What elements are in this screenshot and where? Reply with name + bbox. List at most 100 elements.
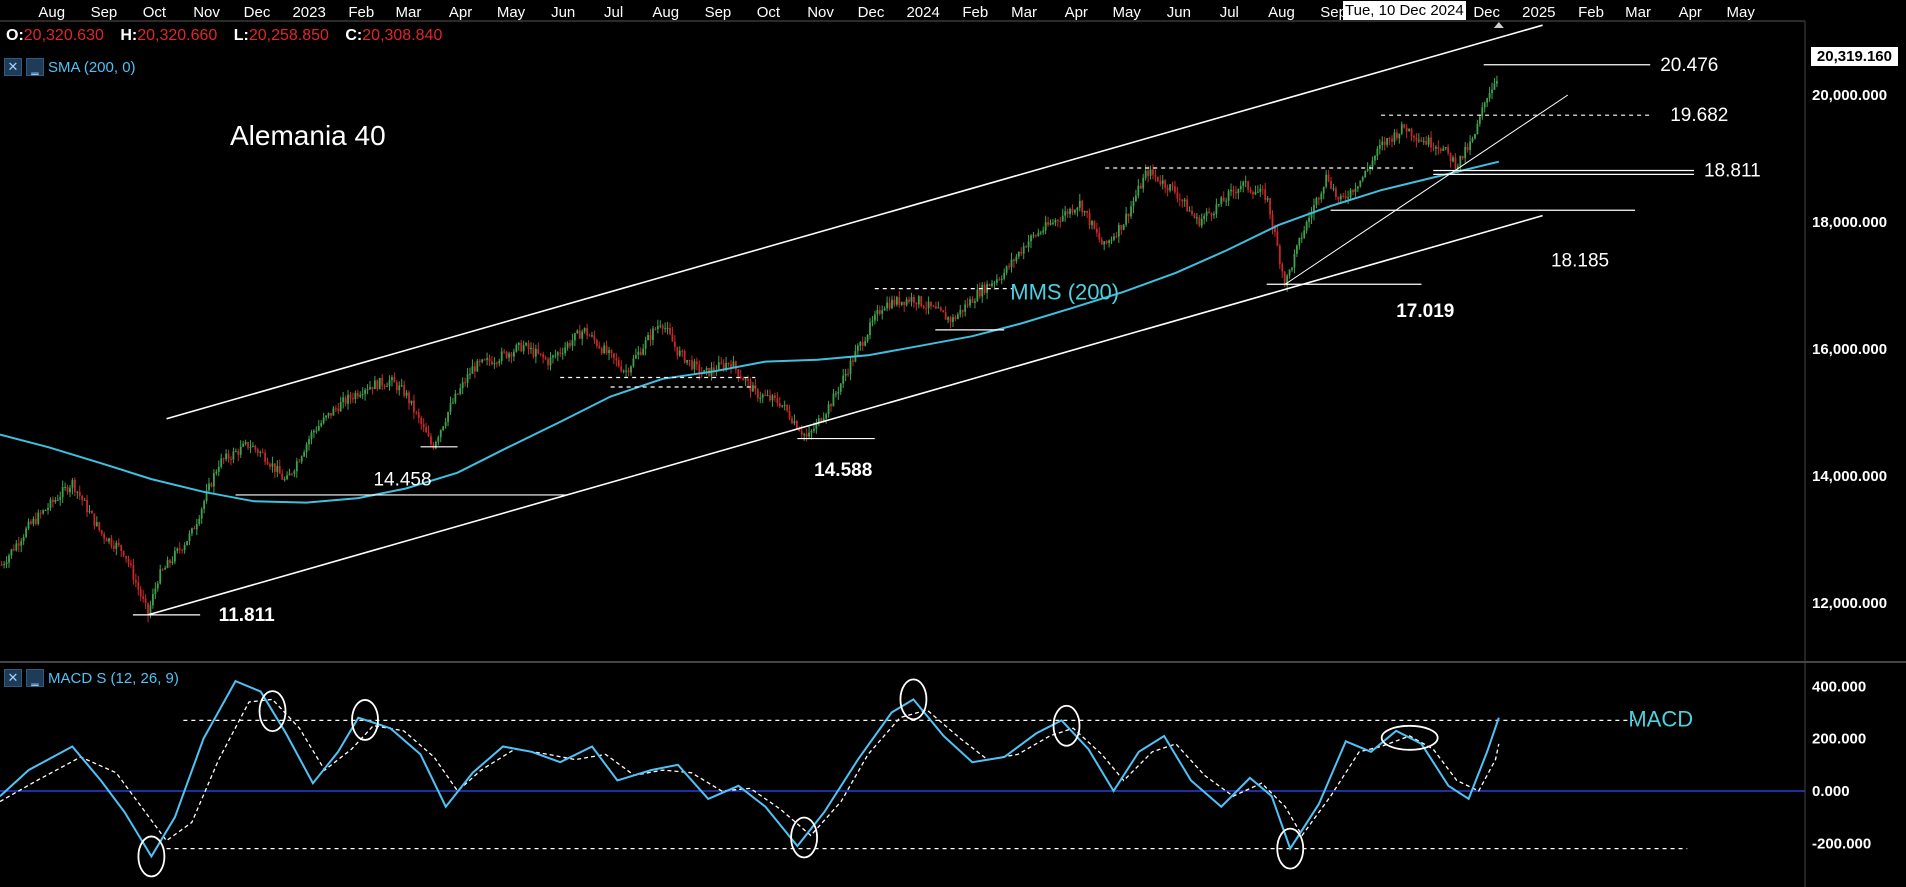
candle-body bbox=[408, 392, 410, 404]
candle-body bbox=[1286, 275, 1289, 286]
candle-body bbox=[1452, 157, 1454, 162]
candle-body bbox=[1215, 204, 1218, 214]
candle-body bbox=[527, 343, 530, 350]
candle-body bbox=[205, 490, 208, 502]
candle-body bbox=[1266, 198, 1269, 200]
candle-body bbox=[661, 325, 664, 329]
candle-body bbox=[1208, 211, 1210, 213]
candle-body bbox=[469, 373, 471, 375]
candle-body bbox=[1344, 196, 1347, 199]
time-tick-label: Aug bbox=[38, 4, 65, 21]
time-tick-label: Aug bbox=[1268, 4, 1295, 21]
candle-body bbox=[717, 362, 720, 371]
candle-body bbox=[752, 385, 754, 392]
candle-body bbox=[917, 296, 920, 305]
candle-body bbox=[254, 445, 257, 450]
channel-upper-line[interactable] bbox=[166, 24, 1543, 420]
candle-body bbox=[859, 342, 862, 346]
candle-body bbox=[495, 362, 498, 364]
candle-body bbox=[1415, 137, 1418, 141]
channel-lower-line[interactable] bbox=[147, 214, 1543, 616]
candle-body bbox=[1474, 133, 1476, 139]
macd-signal-line[interactable] bbox=[0, 698, 1500, 842]
candle-body bbox=[683, 350, 686, 363]
candle-body bbox=[1088, 213, 1091, 226]
candle-body bbox=[256, 449, 259, 453]
price-plot[interactable] bbox=[0, 75, 1500, 623]
candle-body bbox=[1147, 170, 1150, 176]
candle-body bbox=[556, 352, 559, 356]
candle-body bbox=[391, 377, 393, 381]
candle-body bbox=[217, 466, 220, 472]
time-tick-label: Dec bbox=[858, 4, 885, 21]
macd-chart-label: MACD bbox=[1628, 706, 1693, 731]
candle-body bbox=[308, 439, 310, 445]
candle-body bbox=[1186, 199, 1189, 212]
candle-body bbox=[1483, 102, 1486, 108]
candle-body bbox=[1464, 146, 1467, 159]
candle-body bbox=[695, 361, 698, 365]
time-tick-label: Aug bbox=[652, 4, 679, 21]
candle-body bbox=[1496, 81, 1498, 84]
candle-body bbox=[903, 301, 906, 306]
time-tick-label: Sep bbox=[1320, 4, 1347, 21]
candle-body bbox=[25, 528, 27, 538]
candle-body bbox=[200, 508, 203, 519]
candle-body bbox=[444, 421, 447, 427]
sma-indicator-tag[interactable]: ✕ ‗ SMA (200, 0) bbox=[4, 57, 136, 77]
candle-body bbox=[283, 479, 286, 481]
candle-body bbox=[273, 463, 276, 472]
candle-body bbox=[1098, 232, 1101, 240]
close-icon[interactable]: ✕ bbox=[4, 669, 22, 687]
macd-signal-circle bbox=[1052, 704, 1081, 747]
candle-body bbox=[866, 334, 869, 342]
candle-body bbox=[1395, 132, 1398, 139]
candle-body bbox=[1242, 181, 1245, 186]
candle-body bbox=[976, 289, 979, 302]
candle-body bbox=[1347, 197, 1350, 199]
candle-body bbox=[1481, 107, 1484, 117]
candle-body bbox=[208, 483, 210, 491]
candle-body bbox=[81, 495, 84, 501]
candle-body bbox=[1108, 240, 1110, 244]
macd-signal-circle bbox=[351, 699, 379, 741]
candle-body bbox=[1227, 191, 1230, 201]
candle-body bbox=[454, 393, 457, 403]
candle-body bbox=[1127, 213, 1130, 217]
candle-body bbox=[891, 299, 893, 309]
candle-body bbox=[1178, 198, 1181, 200]
candle-body bbox=[452, 402, 454, 404]
time-tick-label: Mar bbox=[1011, 4, 1037, 21]
macd-indicator-tag[interactable]: ✕ ‗ MACD S (12, 26, 9) bbox=[4, 668, 179, 688]
sma-line[interactable] bbox=[0, 160, 1500, 504]
candle-body bbox=[1042, 230, 1045, 233]
macd-plot[interactable]: MACD bbox=[0, 678, 1805, 878]
candle-body bbox=[1217, 204, 1220, 206]
candle-body bbox=[827, 404, 830, 415]
candle-body bbox=[837, 391, 840, 394]
candle-body bbox=[359, 394, 362, 397]
candle-body bbox=[569, 343, 571, 346]
candle-body bbox=[281, 473, 284, 480]
time-tick-label: Oct bbox=[757, 4, 781, 21]
inner-trend-line[interactable] bbox=[1284, 94, 1569, 285]
candle-body bbox=[503, 351, 506, 353]
candle-body bbox=[681, 350, 684, 352]
close-icon[interactable]: ✕ bbox=[4, 58, 22, 76]
candle-body bbox=[78, 491, 81, 496]
candle-body bbox=[1300, 237, 1303, 239]
candle-body bbox=[388, 380, 391, 386]
candle-body bbox=[152, 594, 154, 606]
time-tick-label: Feb bbox=[1578, 4, 1604, 21]
candle-body bbox=[1427, 137, 1430, 145]
candle-body bbox=[549, 357, 552, 366]
candle-body bbox=[439, 430, 442, 438]
macd-line[interactable] bbox=[0, 679, 1500, 859]
candle-body bbox=[437, 437, 440, 442]
minimize-icon[interactable]: ‗ bbox=[26, 669, 44, 687]
candle-body bbox=[125, 555, 127, 559]
minimize-icon[interactable]: ‗ bbox=[26, 58, 44, 76]
candle-body bbox=[613, 353, 615, 359]
candle-body bbox=[539, 353, 542, 355]
